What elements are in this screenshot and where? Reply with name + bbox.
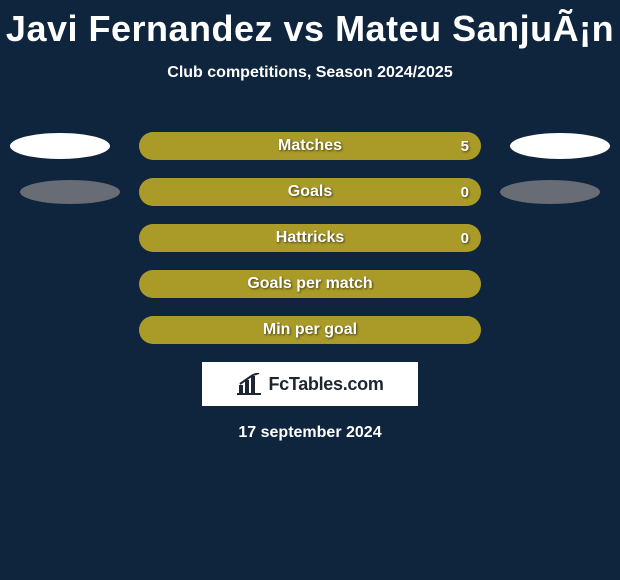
stat-bar: Goals per match bbox=[139, 270, 481, 298]
stat-label: Goals per match bbox=[247, 275, 372, 293]
stat-bar: Goals 0 bbox=[139, 178, 481, 206]
player-right-marker bbox=[500, 180, 600, 204]
stat-value-right: 5 bbox=[461, 138, 469, 155]
bar-chart-icon bbox=[236, 373, 262, 395]
stat-row: Goals 0 bbox=[0, 178, 620, 206]
stat-bar: Matches 5 bbox=[139, 132, 481, 160]
stat-row: Goals per match bbox=[0, 270, 620, 298]
stat-label: Min per goal bbox=[263, 321, 357, 339]
footer-date: 17 september 2024 bbox=[0, 424, 620, 442]
stat-label: Goals bbox=[288, 183, 332, 201]
stat-value-right: 0 bbox=[461, 230, 469, 247]
stat-label: Matches bbox=[278, 137, 342, 155]
logo-text: FcTables.com bbox=[268, 374, 383, 395]
player-left-marker bbox=[20, 180, 120, 204]
stat-row: Hattricks 0 bbox=[0, 224, 620, 252]
stat-value-right: 0 bbox=[461, 184, 469, 201]
page-title: Javi Fernandez vs Mateu SanjuÃ¡n bbox=[0, 0, 620, 50]
stat-label: Hattricks bbox=[276, 229, 344, 247]
page-subtitle: Club competitions, Season 2024/2025 bbox=[0, 64, 620, 82]
player-left-marker bbox=[10, 133, 110, 159]
stats-rows: Matches 5 Goals 0 Hattricks 0 Goals per … bbox=[0, 132, 620, 344]
stat-row: Matches 5 bbox=[0, 132, 620, 160]
stat-bar: Hattricks 0 bbox=[139, 224, 481, 252]
logo-box: FcTables.com bbox=[202, 362, 418, 406]
stat-bar: Min per goal bbox=[139, 316, 481, 344]
stat-row: Min per goal bbox=[0, 316, 620, 344]
player-right-marker bbox=[510, 133, 610, 159]
